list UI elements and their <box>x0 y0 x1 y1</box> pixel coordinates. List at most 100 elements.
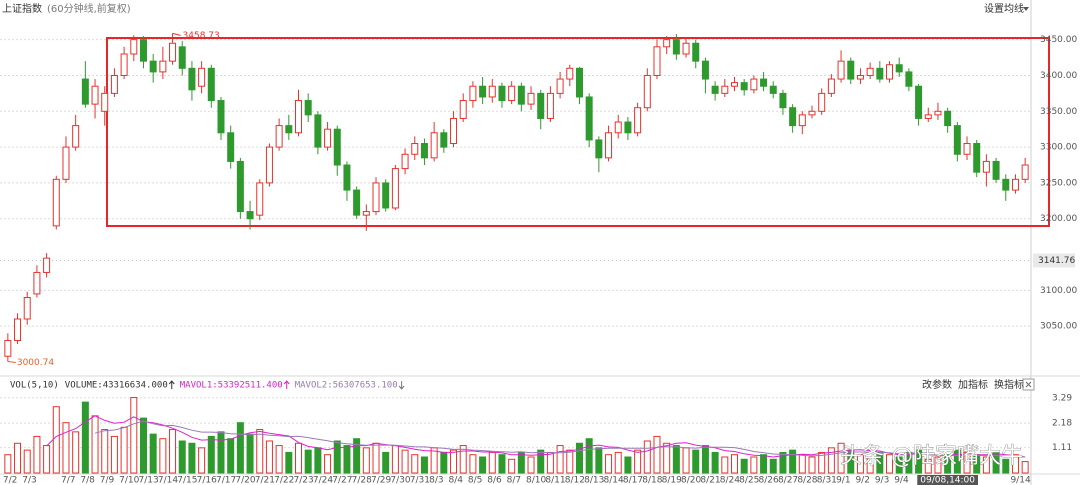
volume-bar <box>750 456 758 474</box>
volume-bar <box>1011 454 1019 474</box>
candle-body <box>120 53 128 76</box>
candle-body <box>692 42 700 62</box>
candle-body <box>1002 178 1010 191</box>
index-title: 上证指数 <box>2 2 42 15</box>
volume-bar <box>924 458 932 474</box>
volume-bar <box>62 422 70 474</box>
candle-body <box>556 78 564 94</box>
x-tick-label: 8/24 <box>720 476 740 485</box>
candle-body <box>808 110 816 116</box>
volume-bar <box>479 456 487 474</box>
candle-body <box>624 121 632 134</box>
candle-body <box>479 85 487 98</box>
candle-body <box>391 168 399 209</box>
volume-bar <box>227 438 235 474</box>
volume-bar <box>178 440 186 474</box>
x-tick-label: 7/30 <box>390 476 410 485</box>
candle-body <box>963 143 971 155</box>
ma-settings-button[interactable]: 设置均线 <box>984 2 1024 15</box>
volume-bar <box>769 458 777 474</box>
x-tick-label: 8/6 <box>487 476 502 485</box>
x-tick-label: 7/28 <box>352 476 372 485</box>
candle-body <box>605 132 613 159</box>
candle-body <box>101 92 109 112</box>
indicator-button[interactable]: 换指标 <box>994 378 1024 391</box>
x-tick-label: 8/7 <box>507 476 521 485</box>
candle-body <box>246 211 254 220</box>
candle-body <box>847 60 855 80</box>
y-tick-label: 3400.00 <box>1040 71 1077 81</box>
volume-title: VOL(5,10) <box>10 381 59 391</box>
candle-body <box>827 78 835 94</box>
candle-body <box>537 92 545 119</box>
volume-bar <box>692 449 700 474</box>
candle-body <box>701 60 709 80</box>
x-tick-label: 7/9 <box>100 476 115 485</box>
x-tick-label: 7/8 <box>80 476 95 485</box>
volume-bar <box>304 449 312 474</box>
candle-body <box>944 110 952 127</box>
volume-bar <box>701 445 709 474</box>
x-tick-label: 9/14 <box>1010 476 1030 485</box>
volume-bar <box>537 449 545 474</box>
x-tick-label: 9/3 <box>875 476 889 485</box>
x-tick-label: 7/10 <box>119 476 139 485</box>
volume-bar <box>992 451 1000 474</box>
volume-bar <box>663 442 671 474</box>
x-tick-label: 7/29 <box>371 476 391 485</box>
watermark: 头条 @陆家嘴大牛 <box>840 444 1023 469</box>
candle-body <box>546 92 554 119</box>
candle-body <box>711 85 719 94</box>
volume-bar <box>411 454 419 474</box>
candle-body <box>304 100 312 116</box>
candle-body <box>760 78 768 87</box>
volume-bar <box>324 454 332 474</box>
x-tick-label: 8/11 <box>545 476 565 485</box>
volume-bar <box>459 445 467 474</box>
low-marker-label: 3000.74 <box>17 358 54 368</box>
volume-bar <box>362 447 370 474</box>
candle-body <box>585 96 593 141</box>
y-tick-label: 1.11 <box>1052 443 1072 453</box>
candle-body <box>769 85 777 94</box>
volume-bar <box>488 451 496 474</box>
volume-bar <box>963 451 971 474</box>
candle-body <box>324 128 332 148</box>
indicator-button[interactable]: 加指标 <box>958 378 988 391</box>
indicator-button[interactable]: 改参数 <box>922 378 952 391</box>
volume-bar <box>866 456 874 474</box>
candle-body <box>566 67 574 80</box>
volume-bar <box>605 454 613 474</box>
volume-bar <box>469 454 477 474</box>
candle-body <box>43 257 51 273</box>
volume-bar <box>624 456 632 474</box>
volume-bar <box>295 442 303 474</box>
x-tick-label: 9/1 <box>836 476 850 485</box>
low-marker-line <box>7 360 16 363</box>
candle-body <box>362 211 370 216</box>
volume-bar <box>905 451 913 474</box>
candle-body <box>982 160 990 173</box>
volume-bar <box>256 429 264 474</box>
x-tick-label: 7/20 <box>235 476 255 485</box>
candle-body <box>895 64 903 73</box>
volume-bar <box>934 456 942 474</box>
candle-body <box>91 85 99 105</box>
ma-line <box>94 420 1026 458</box>
volume-bar <box>982 456 990 474</box>
volume-bar <box>779 451 787 474</box>
arrow-up <box>283 380 290 389</box>
candle-body <box>139 39 147 62</box>
candle-body <box>295 100 303 134</box>
candle-body <box>575 67 583 98</box>
candle-body <box>818 92 826 112</box>
x-tick-label: 7/2 <box>3 476 17 485</box>
arrow-down <box>398 381 405 390</box>
candle-body <box>730 82 738 87</box>
volume-bar <box>508 458 516 474</box>
volume-bar <box>672 445 680 474</box>
volume-bar <box>101 429 109 474</box>
x-tick-label: 8/12 <box>565 476 585 485</box>
volume-bar <box>130 397 138 474</box>
